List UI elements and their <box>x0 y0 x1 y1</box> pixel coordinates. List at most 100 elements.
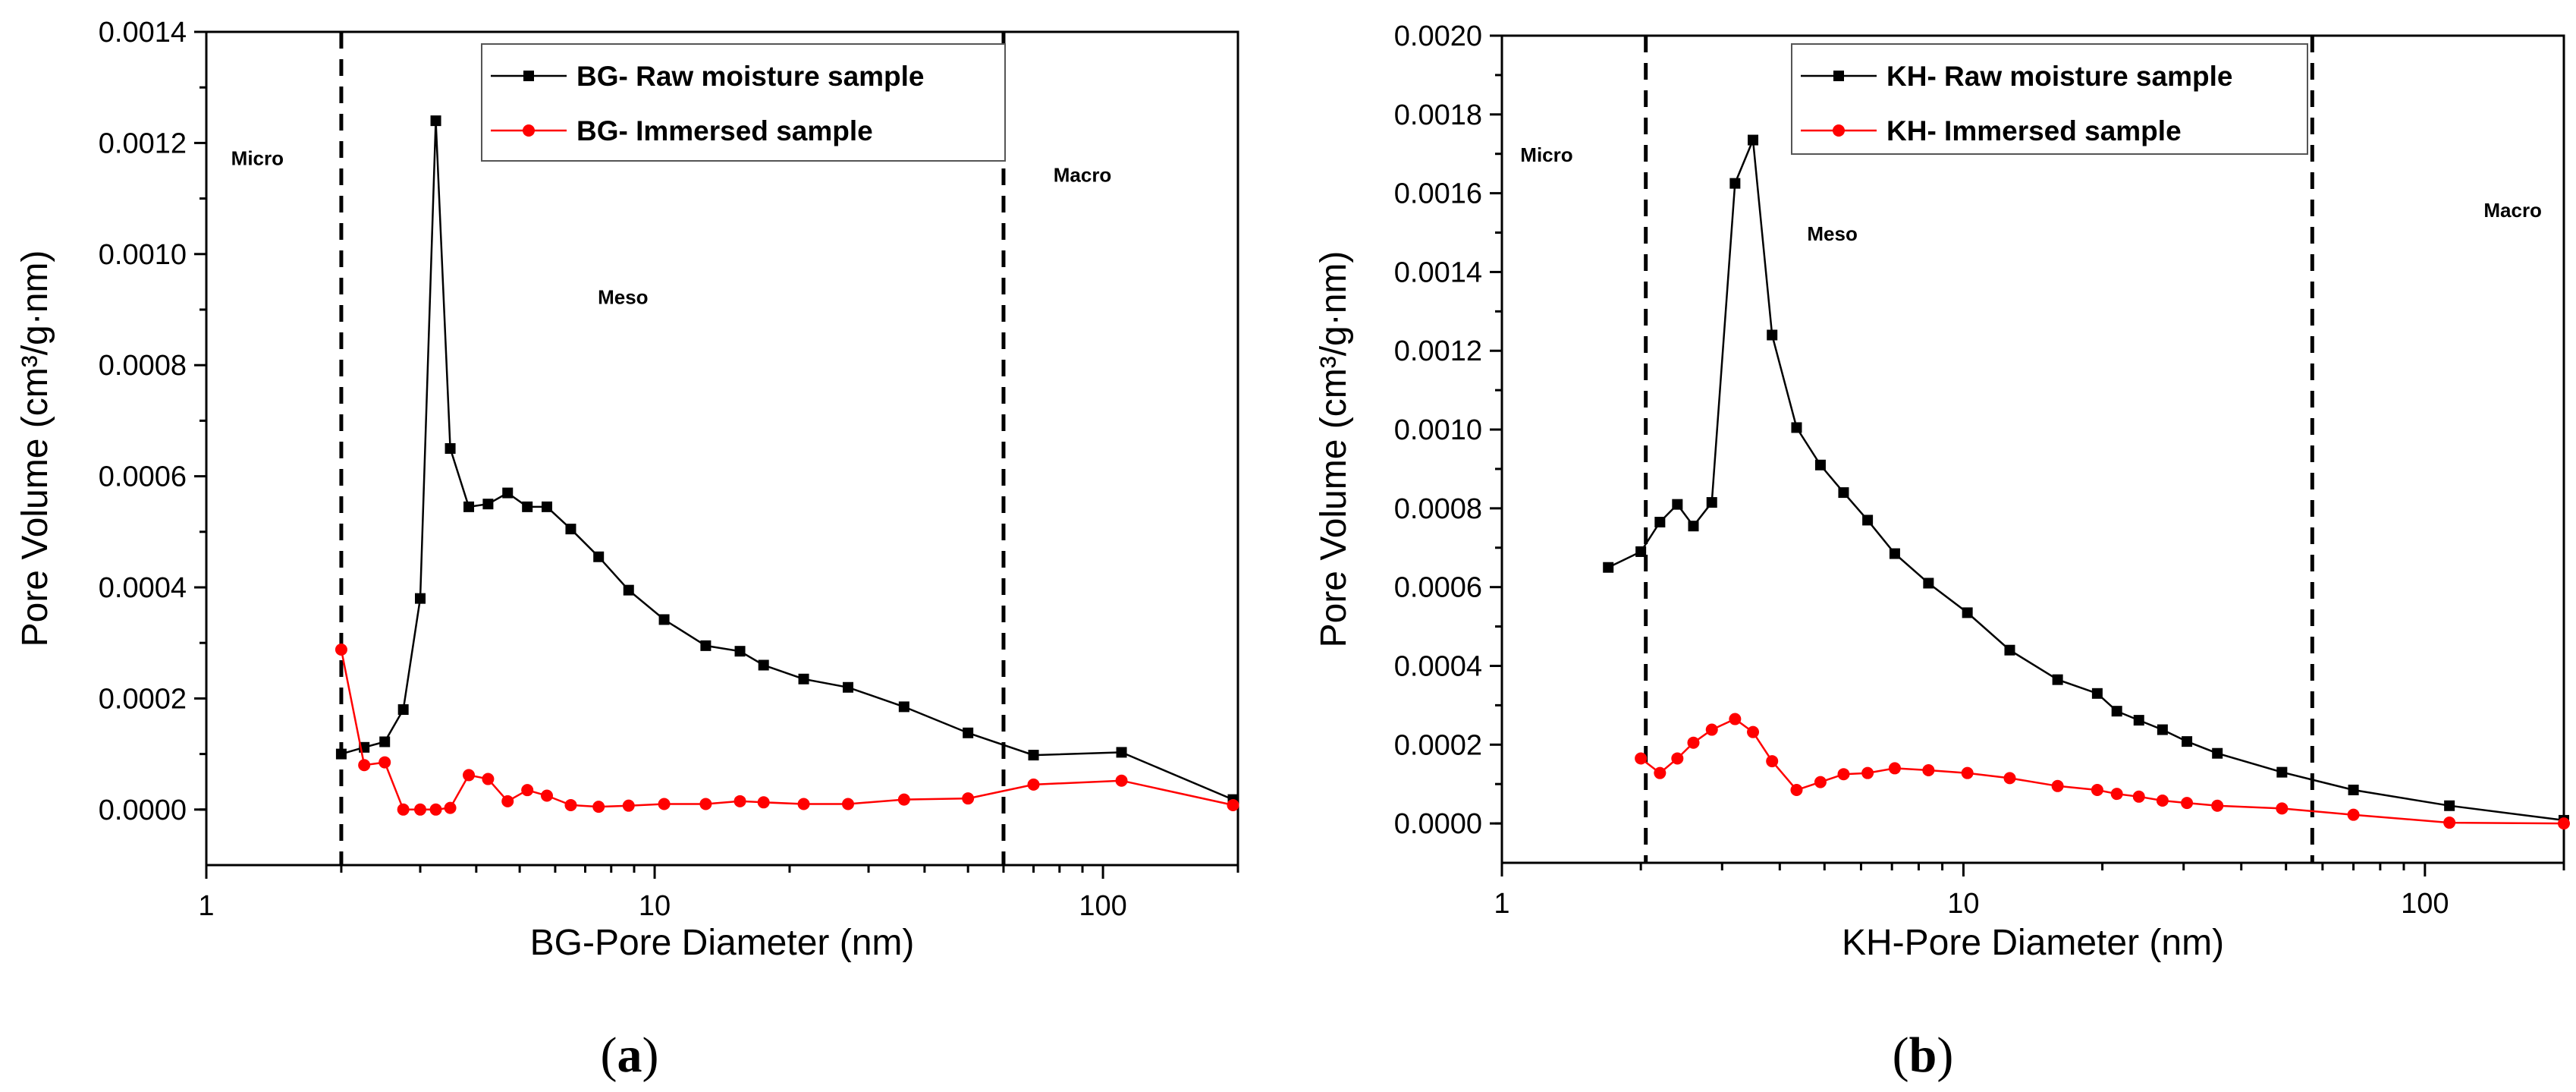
panel-b-series-1-point <box>2133 715 2144 726</box>
panel-b-series-2-point <box>1705 723 1718 736</box>
panel-b-series-1-point <box>1672 499 1683 510</box>
panel-a-series-2-point <box>592 801 605 813</box>
panel-a-series-2-point <box>444 801 457 814</box>
panel-b-y-tick-label: 0.0012 <box>1394 335 1482 367</box>
panel-a-region-label-micro: Micro <box>231 147 284 170</box>
panel-b-series-2-point <box>1790 783 1803 796</box>
panel-a-series-1-point <box>482 499 494 510</box>
panel-a-series-1-point <box>798 673 809 684</box>
panel-a-series-1-point <box>734 646 746 657</box>
panel-a-region-label-meso: Meso <box>598 286 648 309</box>
panel-b-y-tick-label: 0.0000 <box>1394 808 1482 840</box>
panel-a-series-1-point <box>842 681 853 693</box>
panel-a-series-1-point <box>565 524 576 535</box>
panel-b-series-1-point <box>2111 706 2122 717</box>
panel-a-series-1-point <box>593 551 605 562</box>
panel-a-series-1-point <box>700 640 712 651</box>
panel-b-series-2-point <box>1861 766 1874 779</box>
panel-b-series-1-point <box>1603 562 1614 573</box>
panel-b-y-axis-title: Pore Volume (cm³/g·nm) <box>1314 251 1354 648</box>
panel-b-series-2-point <box>2347 808 2360 821</box>
panel-b-series-2-point <box>1766 755 1779 768</box>
panel-b-series-1-point <box>2004 644 2015 656</box>
panel-a-legend-label: BG- Immersed sample <box>576 115 873 146</box>
panel-b-legend-box <box>1791 43 2308 155</box>
panel-b-label-close: ) <box>1937 1027 1953 1083</box>
panel-b-series-2-point <box>1837 768 1850 781</box>
panel-a-y-tick-label: 0.0004 <box>99 572 187 604</box>
panel-a-series-2-point <box>897 793 910 806</box>
panel-b-series-1-point <box>1767 329 1778 341</box>
panel-a-series-2-point <box>397 803 410 816</box>
panel-b-series-2-point <box>2003 772 2016 785</box>
panel-a-label-close: ) <box>642 1027 659 1083</box>
panel-a-series-2-point <box>622 799 635 812</box>
panel-a-series-1-point <box>658 614 670 625</box>
panel-b-series-2-point <box>2211 799 2224 812</box>
panel-b-series-1-point <box>1688 521 1699 532</box>
panel-b-series-1-point <box>2157 724 2168 735</box>
panel-b-series-1-point <box>1814 459 1826 470</box>
panel-a-x-tick-label: 1 <box>198 890 214 922</box>
panel-a-series-2-point <box>379 756 391 769</box>
panel-a-series-1-point <box>430 115 441 127</box>
panel-a-series-1-point <box>397 704 409 716</box>
panel-a-y-tick-label: 0.0000 <box>99 795 187 826</box>
panel-b-series-1-point <box>2212 747 2223 759</box>
panel-b-x-tick-label: 1 <box>1494 888 1509 920</box>
panel-b-region-label-meso: Meso <box>1807 222 1857 245</box>
panel-a-series-1-line <box>341 121 1233 801</box>
panel-a-region-label-macro: Macro <box>1054 164 1112 187</box>
panel-a-x-tick-label: 100 <box>1079 890 1126 922</box>
panel-a-y-axis-title: Pore Volume (cm³/g·nm) <box>15 250 55 647</box>
panel-b-series-2-point <box>2181 797 2194 810</box>
panel-a-series-2-point <box>429 803 442 816</box>
panel-a-series-2-point <box>540 789 553 802</box>
panel-a-chart: 0.0000 0.0002 0.0004 0.0006 0.0008 0.0010 0.00… <box>15 17 1239 1083</box>
panel-b-y-tick-label: 0.0004 <box>1394 650 1482 682</box>
panel-a-y-tick-label: 0.0006 <box>99 461 187 493</box>
panel-b-y-tick-label: 0.0010 <box>1394 414 1482 446</box>
panel-a-series-1-point <box>335 748 347 760</box>
panel-a-series-1-point <box>623 584 634 596</box>
panel-b-series-2-point <box>1635 752 1648 765</box>
panel-b-series-2-point <box>1671 752 1684 765</box>
panel-b-y-tick-label: 0.0020 <box>1394 20 1482 52</box>
panel-a-series-2-point <box>757 796 770 809</box>
panel-a-series-2-point <box>463 769 476 782</box>
panel-b-series-1-point <box>1862 515 1874 526</box>
panel-a-series-2-point <box>1115 774 1128 787</box>
panel-b-series-2-point <box>1654 766 1667 779</box>
panel-a-series-2-point <box>482 773 495 785</box>
panel-b-series-2-point <box>2051 779 2064 792</box>
panel-b-x-tick-label: 10 <box>1947 888 1979 920</box>
panel-a-label: (a) <box>601 1027 659 1083</box>
panel-b-series-1-point <box>2052 674 2063 685</box>
panel-b-series-2-point <box>1922 764 1935 777</box>
panel-b-legend-marker <box>1833 124 1845 137</box>
panel-b-series-2-point <box>2091 783 2103 796</box>
panel-b-series-2-point <box>2132 790 2145 803</box>
panel-b-x-tick-label: 100 <box>2401 888 2449 920</box>
panel-a-series-1-point <box>1116 747 1127 758</box>
panel-a-legend-label: BG- Raw moisture sample <box>576 61 925 92</box>
panel-b-series-1-point <box>1635 546 1647 557</box>
panel-a-series-1-point <box>379 736 391 747</box>
panel-a-series-1-point <box>758 659 769 671</box>
panel-b-series-2-point <box>1961 766 1974 779</box>
panel-b-series-1-point <box>2444 800 2455 811</box>
panel-a-x-axis-title: BG-Pore Diameter (nm) <box>530 923 915 963</box>
panel-b-series-1-point <box>1889 548 1900 559</box>
panel-b-y-tick-label: 0.0002 <box>1394 729 1482 761</box>
panel-b-series-2-point <box>1687 736 1700 749</box>
panel-a-series-1-point <box>522 501 533 512</box>
panel-a-series-2-point <box>1227 798 1239 811</box>
panel-b-series-1-point <box>1923 577 1934 589</box>
panel-b-chart: 0.0000 0.0002 0.0004 0.0006 0.0008 0.0010 0.00… <box>1314 20 2570 1083</box>
panel-b-series-1-point <box>1706 497 1717 508</box>
panel-a-series-2-point <box>501 795 514 807</box>
panel-a-y-tick-label: 0.0012 <box>99 127 187 159</box>
panel-b-series-2-point <box>1747 725 1760 738</box>
panel-b-plot-frame <box>1500 34 2565 864</box>
panel-a-series-2-point <box>797 798 810 810</box>
